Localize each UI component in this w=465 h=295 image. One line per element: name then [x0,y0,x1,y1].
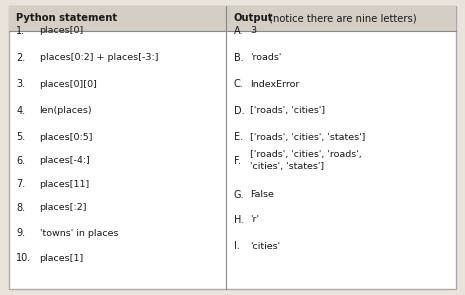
Text: F.: F. [234,156,241,166]
Text: B.: B. [234,53,244,63]
Text: places[11]: places[11] [40,180,90,189]
Text: places[-4:]: places[-4:] [40,156,90,165]
Text: places[:2]: places[:2] [40,204,87,212]
Text: 8.: 8. [16,203,26,213]
Text: 7.: 7. [16,179,26,189]
Text: IndexError: IndexError [250,80,299,88]
Bar [9,6,456,31]
Text: H.: H. [234,215,244,225]
Text: 9.: 9. [16,228,26,238]
Text: places[0]: places[0] [40,27,84,35]
Text: places[0][0]: places[0][0] [40,80,97,88]
Text: Python statement: Python statement [16,14,117,23]
Text: 6.: 6. [16,156,26,166]
Text: 'towns' in places: 'towns' in places [40,229,118,237]
Text: Output: Output [234,14,273,23]
Text: 5.: 5. [16,132,26,142]
Text: 3: 3 [250,27,256,35]
Text: ['roads', 'cities', 'states']: ['roads', 'cities', 'states'] [250,133,365,142]
Text: G.: G. [234,190,245,200]
Text: A.: A. [234,26,243,36]
Text: len(places): len(places) [40,106,92,115]
Text: places[1]: places[1] [40,254,84,263]
Text: ['roads', 'cities']: ['roads', 'cities'] [250,106,326,115]
Text: D.: D. [234,106,245,116]
Text: C.: C. [234,79,244,89]
Text: False: False [250,190,274,199]
Text: 'roads': 'roads' [250,53,281,62]
Text: places[0:5]: places[0:5] [40,133,93,142]
Text: 'cities', 'states']: 'cities', 'states'] [250,163,324,171]
Text: places[0:2] + places[-3:]: places[0:2] + places[-3:] [40,53,158,62]
Text: (notice there are nine letters): (notice there are nine letters) [266,14,416,23]
Text: 3.: 3. [16,79,26,89]
Text: 4.: 4. [16,106,26,116]
Text: I.: I. [234,241,240,251]
Text: 1.: 1. [16,26,26,36]
Text: E.: E. [234,132,243,142]
Text: 'r': 'r' [250,215,259,224]
Text: 2.: 2. [16,53,26,63]
Text: 'cities': 'cities' [250,242,280,251]
Text: ['roads', 'cities', 'roads',: ['roads', 'cities', 'roads', [250,150,362,159]
Text: 10.: 10. [16,253,32,263]
